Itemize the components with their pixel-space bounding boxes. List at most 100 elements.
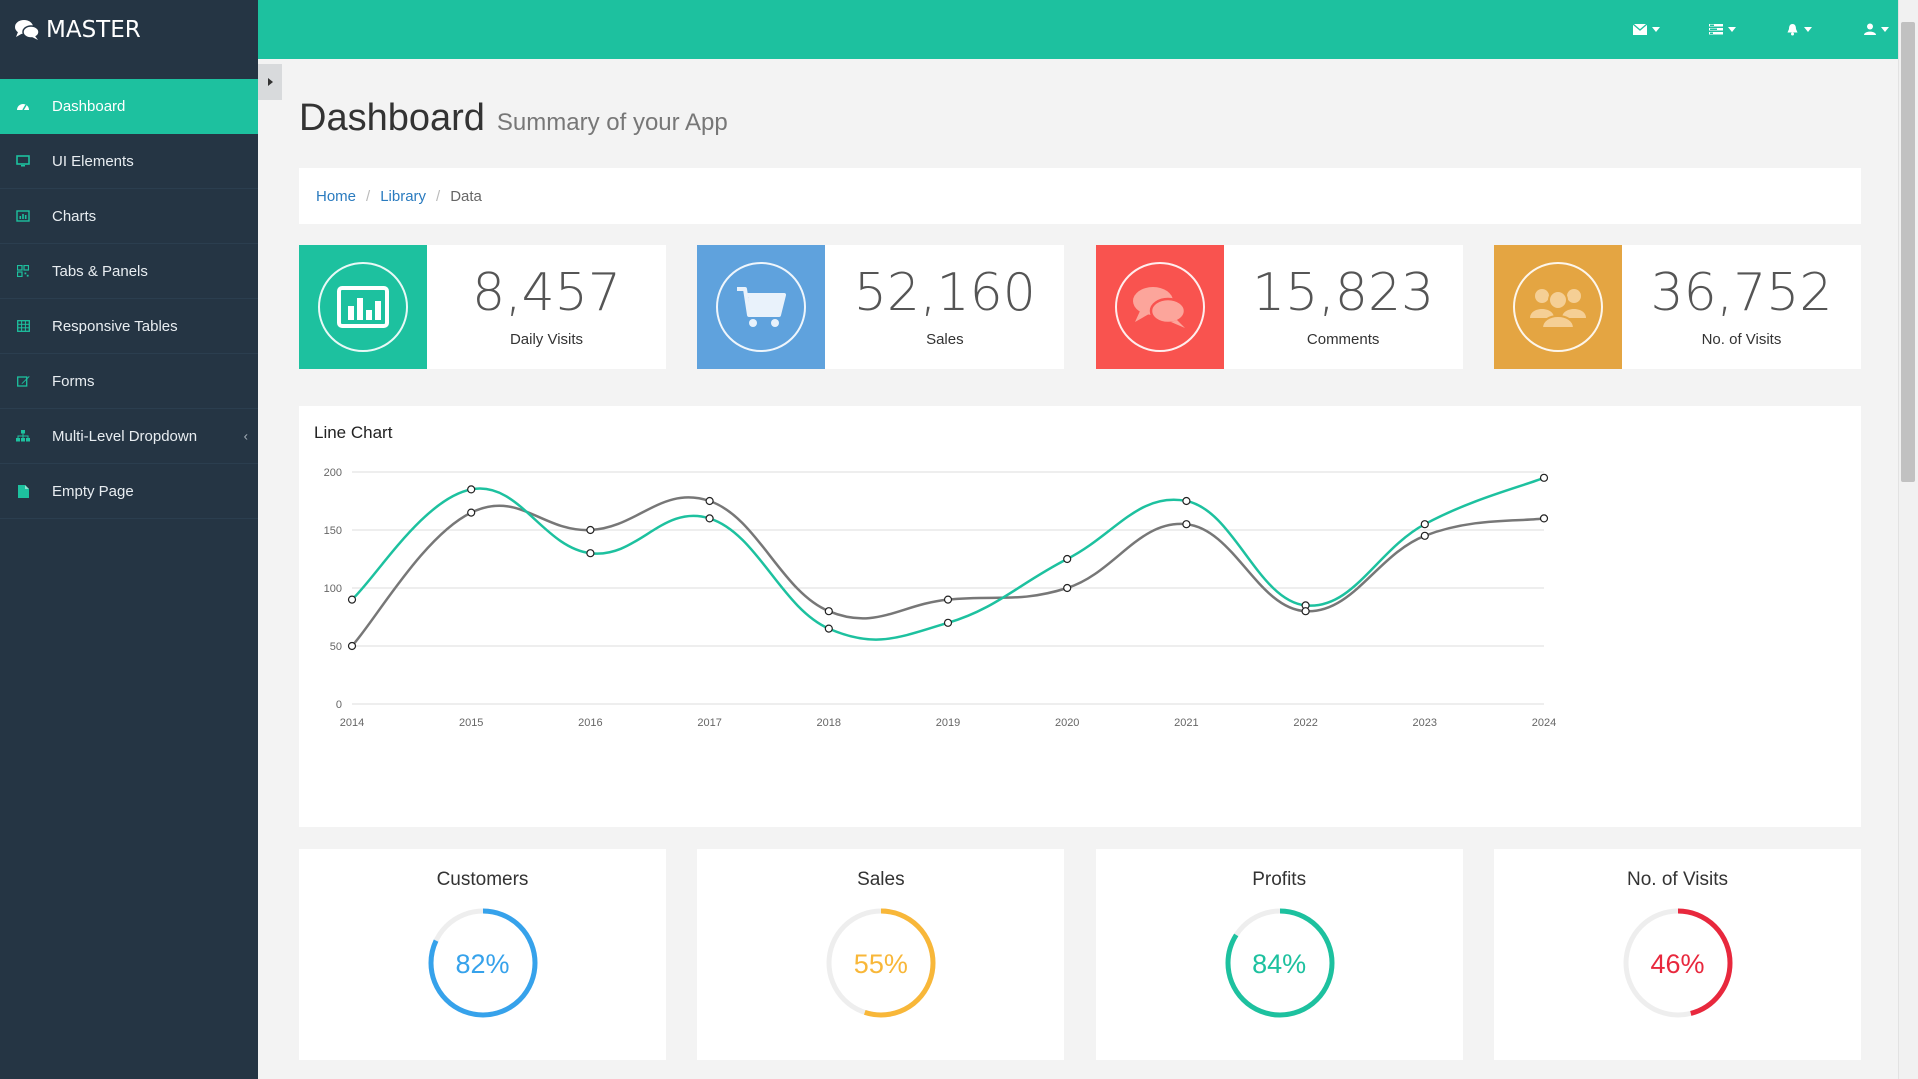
donut-arc: [826, 908, 936, 1018]
qrcode-icon: [16, 264, 30, 278]
breadcrumb-current: Data: [450, 187, 482, 205]
messages-dropdown[interactable]: [1633, 17, 1660, 41]
donut-value: 82%: [455, 949, 510, 979]
data-point: [1539, 473, 1549, 482]
y-tick-label: 0: [336, 699, 342, 711]
donut-title: Profits: [1252, 869, 1307, 890]
sidebar-item-dashboard[interactable]: Dashboard: [0, 79, 258, 134]
comments-icon: [1132, 287, 1186, 328]
breadcrumb: Home / Library / Data: [299, 168, 1861, 224]
x-tick-label: 2016: [578, 717, 602, 729]
sidebar-nav: Dashboard UI Elements Charts Tabs & Pane…: [0, 79, 258, 519]
stat-icon-box: [1095, 245, 1224, 369]
sidebar-item-label: Forms: [52, 372, 95, 390]
stat-card-daily-visits: 8,457 Daily Visits: [299, 245, 666, 369]
notifications-dropdown[interactable]: [1786, 17, 1812, 41]
stat-card-sales: 52,160 Sales: [697, 245, 1065, 369]
sidebar: MASTER Dashboard UI Elements Charts Tabs…: [0, 0, 258, 1079]
breadcrumb-home-link[interactable]: Home: [316, 187, 357, 205]
data-point: [1539, 514, 1549, 523]
donut-arc: [1225, 908, 1335, 1018]
data-point: [824, 624, 833, 633]
caret-down-icon: [1881, 26, 1889, 32]
x-tick-label: 2019: [936, 717, 960, 729]
brand[interactable]: MASTER: [0, 0, 258, 59]
sitemap-icon: [16, 429, 30, 443]
sidebar-item-label: Multi-Level Dropdown: [52, 427, 198, 445]
donut-chart: [1623, 908, 1733, 1018]
x-tick-label: 2021: [1174, 717, 1198, 729]
data-point: [705, 514, 714, 523]
stat-body: 8,457 Daily Visits: [427, 245, 666, 369]
line-chart-card: Line Chart 0 50 100 150 200 2014 2015 2016 2017 2…: [299, 406, 1861, 827]
top-navbar: [258, 0, 1898, 59]
edit-icon: [16, 374, 30, 388]
caret-down-icon: [1652, 26, 1660, 32]
sidebar-item-empty-page[interactable]: Empty Page: [0, 464, 258, 519]
stat-body: 52,160 Sales: [825, 245, 1064, 369]
sidebar-item-multi-level-dropdown[interactable]: Multi-Level Dropdown ‹: [0, 409, 258, 464]
page-scrollbar[interactable]: [1898, 0, 1918, 1079]
data-point: [1301, 607, 1310, 616]
dashboard-icon: [16, 99, 30, 113]
data-point: [1182, 496, 1191, 506]
sidebar-toggle-button[interactable]: [258, 64, 282, 100]
stat-value: 8,457: [472, 262, 621, 323]
stat-value: 15,823: [1252, 262, 1435, 323]
y-tick-label: 200: [324, 467, 342, 479]
scrollbar-thumb[interactable]: [1901, 22, 1915, 482]
data-point: [467, 485, 476, 494]
brand-name: MASTER: [46, 16, 141, 43]
desktop-icon: [16, 154, 30, 168]
donut-chart: [826, 908, 936, 1018]
x-tick-label: 2022: [1293, 717, 1317, 729]
donut-title: Sales: [857, 869, 905, 890]
data-point: [1420, 531, 1429, 540]
chart-title: Line Chart: [314, 423, 393, 442]
donut-arc: [1623, 908, 1733, 1018]
data-point: [943, 618, 953, 627]
stat-body: 36,752 No. of Visits: [1622, 245, 1861, 369]
sidebar-item-label: Charts: [52, 207, 97, 225]
data-point: [1182, 520, 1191, 529]
breadcrumb-library-link[interactable]: Library: [380, 187, 427, 205]
stat-icon-box: [1493, 245, 1622, 369]
x-tick-label: 2024: [1532, 717, 1556, 729]
user-dropdown[interactable]: [1864, 17, 1889, 41]
line-chart: 0 50 100 150 200 2014 2015 2016 2017 2018 2019 2020…: [324, 467, 1557, 729]
data-point: [586, 525, 595, 535]
y-tick-label: 150: [324, 525, 342, 537]
donut-chart: [1225, 908, 1335, 1018]
stat-icon-circle: [1114, 262, 1205, 352]
x-tick-label: 2017: [697, 717, 721, 729]
tasks-dropdown[interactable]: [1709, 17, 1736, 41]
donut-card-customers: Customers 82%: [299, 849, 666, 1060]
file-icon: [16, 484, 30, 498]
envelope-icon: [1633, 23, 1647, 35]
data-point: [1420, 520, 1429, 529]
sidebar-item-charts[interactable]: Charts: [0, 189, 258, 244]
comments-icon: [15, 19, 40, 40]
donut-title: Customers: [436, 869, 529, 890]
donut-card-sales: Sales 55%: [697, 849, 1065, 1060]
x-tick-label: 2014: [340, 717, 364, 729]
main-content: Dashboard Summary of your App Home / Lib…: [299, 59, 1861, 1060]
sidebar-item-ui-elements[interactable]: UI Elements: [0, 134, 258, 189]
data-point: [347, 595, 357, 604]
stats-row: 8,457 Daily Visits 52,160 Sales: [299, 245, 1861, 369]
stat-label: No. of Visits: [1701, 330, 1782, 348]
sidebar-item-forms[interactable]: Forms: [0, 354, 258, 409]
page-header: Dashboard Summary of your App: [299, 97, 1861, 140]
series-line: [351, 476, 1545, 641]
stat-icon-circle: [1512, 262, 1603, 352]
x-tick-label: 2018: [817, 717, 841, 729]
table-icon: [16, 319, 30, 333]
sidebar-item-responsive-tables[interactable]: Responsive Tables: [0, 299, 258, 354]
shopping-cart-icon: [737, 287, 787, 327]
donut-row: Customers 82% Sales 55% Profits 84% No: [299, 849, 1861, 1060]
stat-icon-circle: [318, 262, 408, 352]
sidebar-item-label: Tabs & Panels: [52, 262, 148, 280]
x-tick-label: 2020: [1055, 717, 1079, 729]
sidebar-item-tabs-panels[interactable]: Tabs & Panels: [0, 244, 258, 299]
stat-card-comments: 15,823 Comments: [1095, 245, 1463, 369]
